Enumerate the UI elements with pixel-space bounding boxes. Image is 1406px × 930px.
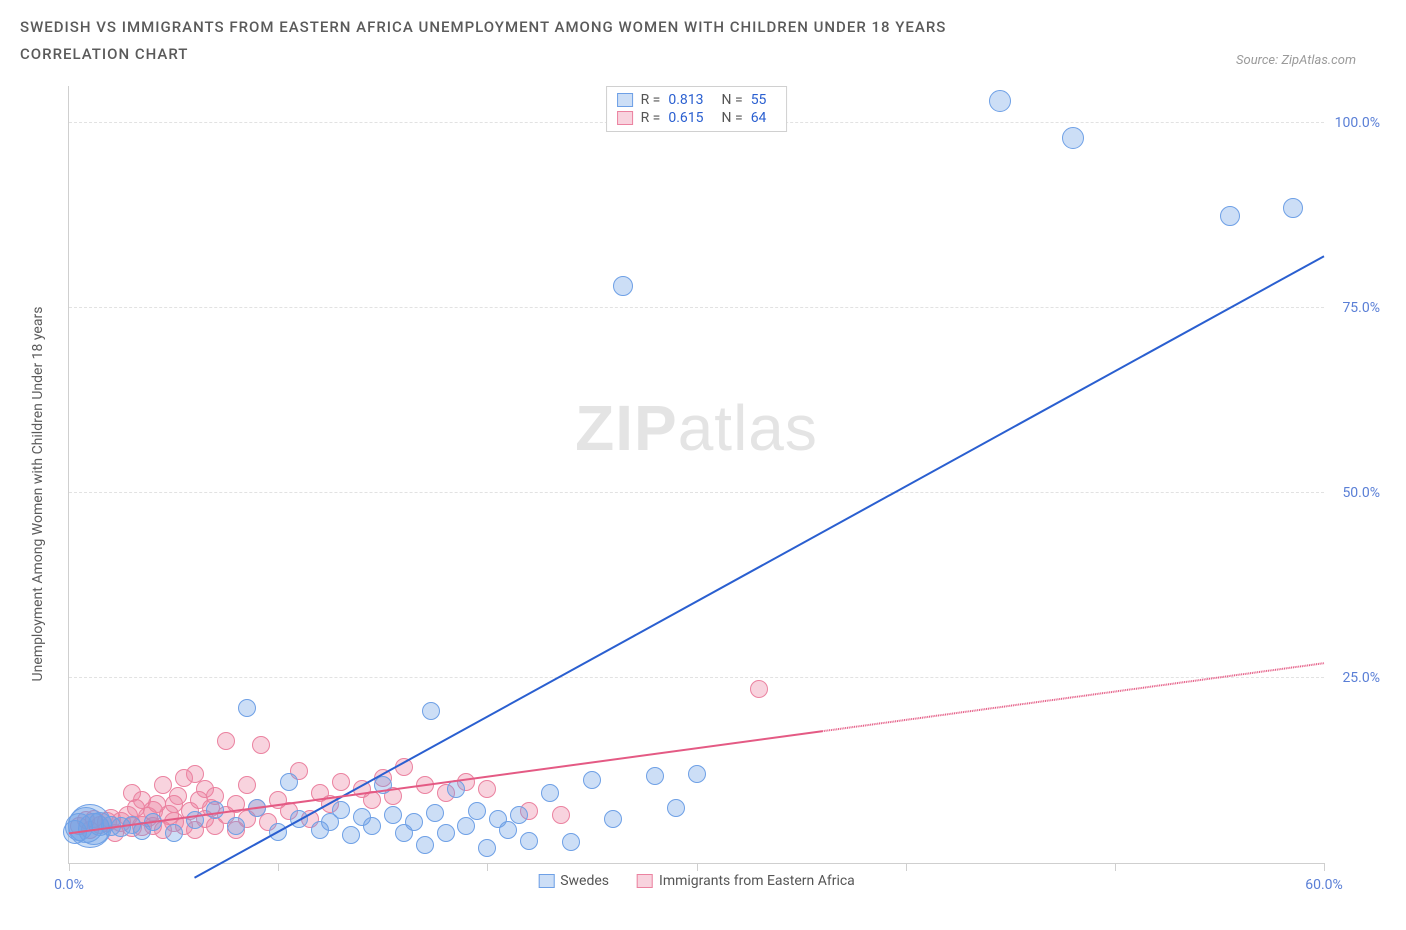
legend-stats-row-b: R = 0.615 N = 64 <box>617 109 777 127</box>
legend-bottom-swatch-b <box>637 874 653 888</box>
x-tick <box>69 863 70 871</box>
plot-area: ZIPatlas R = 0.813 N = 55 R = 0.615 N = … <box>68 86 1324 864</box>
x-tick <box>906 863 907 871</box>
x-tick-label: 0.0% <box>54 877 84 893</box>
legend-n-value-a: 55 <box>751 92 767 108</box>
legend-swatch-b <box>617 111 633 125</box>
legend-bottom-swatch-a <box>538 874 554 888</box>
chart-title-line1: SWEDISH VS IMMIGRANTS FROM EASTERN AFRIC… <box>20 14 1386 41</box>
x-tick <box>1324 863 1325 871</box>
legend-bottom-item-a: Swedes <box>538 873 609 889</box>
y-axis-title: Unemployment Among Women with Children U… <box>30 307 46 682</box>
x-tick <box>1115 863 1116 871</box>
legend-bottom-item-b: Immigrants from Eastern Africa <box>637 873 855 889</box>
legend-r-value-b: 0.615 <box>668 110 703 126</box>
legend-stats-row-a: R = 0.813 N = 55 <box>617 91 777 109</box>
y-tick-label: 50.0% <box>1342 485 1380 501</box>
chart-container: Unemployment Among Women with Children U… <box>20 74 1386 914</box>
trend-line <box>195 256 1325 878</box>
source-attribution: Source: ZipAtlas.com <box>1236 53 1356 68</box>
legend-r-label-b: R = <box>641 110 661 126</box>
legend-r-label-a: R = <box>641 92 661 108</box>
legend-stats-box: R = 0.813 N = 55 R = 0.615 N = 64 <box>606 86 788 132</box>
y-tick-label: 100.0% <box>1335 115 1380 131</box>
trend-line <box>822 663 1324 731</box>
trend-line <box>69 731 822 833</box>
legend-r-value-a: 0.813 <box>668 92 703 108</box>
legend-bottom: Swedes Immigrants from Eastern Africa <box>538 873 855 889</box>
legend-n-label-b: N = <box>722 110 743 126</box>
x-tick <box>697 863 698 871</box>
legend-n-label-a: N = <box>722 92 743 108</box>
trend-lines-layer <box>69 86 1324 863</box>
legend-swatch-a <box>617 93 633 107</box>
x-tick <box>487 863 488 871</box>
x-tick <box>278 863 279 871</box>
source-name: ZipAtlas.com <box>1281 53 1356 68</box>
y-tick-label: 25.0% <box>1342 670 1380 686</box>
legend-bottom-label-b: Immigrants from Eastern Africa <box>659 873 855 889</box>
x-tick-label: 60.0% <box>1305 877 1343 893</box>
y-tick-label: 75.0% <box>1342 300 1380 316</box>
legend-n-value-b: 64 <box>751 110 767 126</box>
chart-title-line2: CORRELATION CHART <box>20 41 188 68</box>
legend-bottom-label-a: Swedes <box>560 873 609 889</box>
source-prefix: Source: <box>1236 53 1281 68</box>
chart-header: SWEDISH VS IMMIGRANTS FROM EASTERN AFRIC… <box>20 14 1386 68</box>
